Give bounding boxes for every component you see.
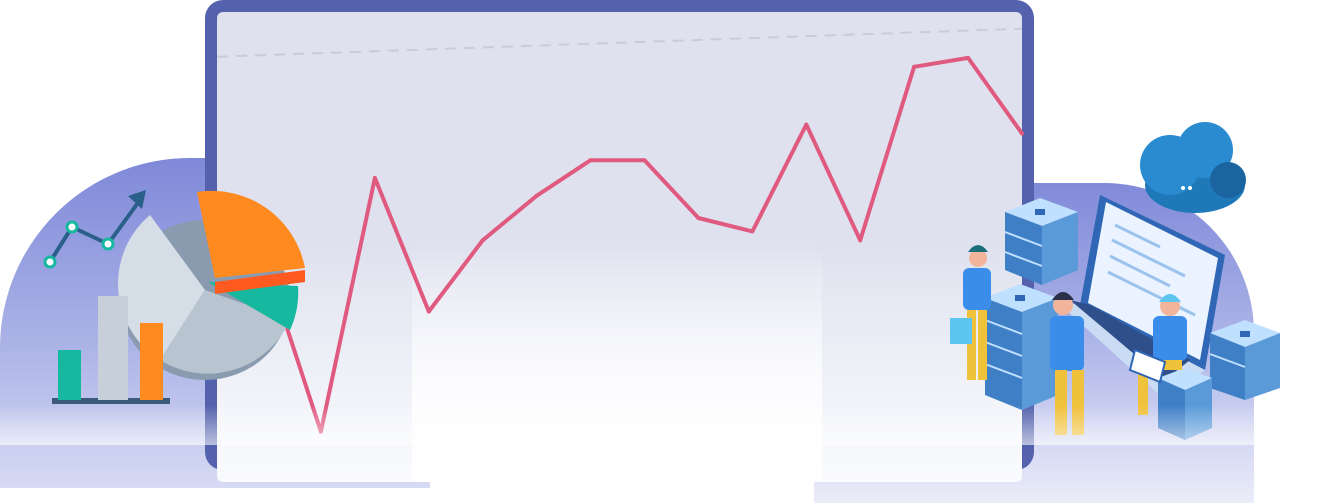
line-chart [216, 27, 1024, 434]
chart-point-12 [912, 64, 917, 69]
bar-chart-icon [52, 296, 170, 404]
trend-line-icon [43, 190, 146, 269]
chart-point-5 [534, 193, 539, 198]
chart-point-3 [426, 309, 431, 314]
left-illustration [43, 190, 305, 404]
chart-point-14 [1020, 131, 1024, 136]
chart-point-2 [372, 176, 377, 180]
cloud-icon [1140, 122, 1246, 213]
chart-point-7 [642, 158, 647, 163]
chart-point-10 [804, 122, 809, 127]
chart-point-4 [480, 238, 485, 243]
right-illustration [950, 122, 1280, 440]
chart-point-13 [966, 55, 971, 60]
chart-point-8 [696, 216, 701, 221]
chart-point-9 [750, 229, 755, 234]
chart-point-6 [588, 158, 593, 163]
chart-point-11 [858, 238, 863, 243]
reference-dashed-line [216, 27, 1023, 58]
